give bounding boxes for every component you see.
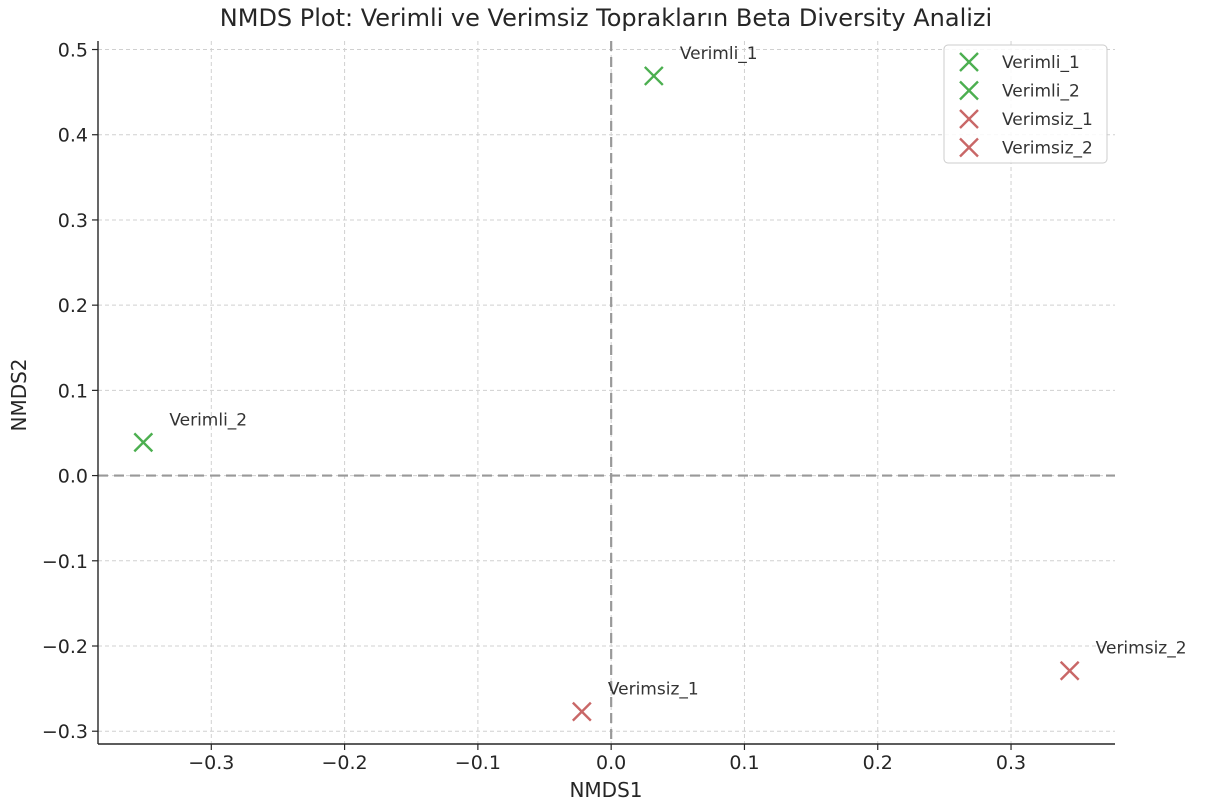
legend-marker: [959, 109, 979, 129]
x-tick-label: 0.0: [596, 752, 626, 774]
y-tick-label: 0.3: [58, 210, 88, 232]
legend-entry-label: Verimli_2: [1002, 82, 1080, 102]
legend-entry-label: Verimli_1: [1002, 53, 1080, 73]
data-point-verimsiz-2: [1059, 660, 1080, 681]
x-marker-stroke: [643, 66, 664, 86]
x-marker-stroke: [1059, 660, 1080, 681]
chart-title: NMDS Plot: Verimli ve Verimsiz Topraklar…: [220, 4, 992, 32]
y-tick-label: 0.4: [58, 125, 88, 147]
legend-marker-stroke: [959, 137, 979, 158]
y-axis-title: NMDS2: [7, 358, 31, 431]
x-axis-title: NMDS1: [569, 778, 642, 802]
y-tick-label: 0.5: [58, 40, 88, 62]
x-marker-stroke: [571, 701, 592, 722]
x-tick-label: 0.3: [996, 752, 1026, 774]
legend-entry-label: Verimsiz_2: [1002, 139, 1093, 159]
x-tick-label: −0.1: [455, 752, 501, 774]
x-tick-label: 0.1: [729, 752, 759, 774]
y-tick-label: 0.1: [58, 380, 88, 402]
point-label: Verimli_2: [169, 410, 247, 430]
y-tick-label: −0.3: [42, 721, 88, 743]
tick-labels: −0.3 −0.2 −0.1 0.0 0.1 0.2 0.3 −0.3 −0.2 −0.1 0.0 0…: [42, 40, 1026, 774]
legend-marker: [959, 80, 979, 101]
point-label: Verimsiz_1: [608, 680, 699, 700]
legend-marker-stroke: [959, 109, 979, 129]
point-label: Verimli_1: [680, 44, 758, 64]
y-tick-label: −0.1: [42, 551, 88, 573]
y-tick-label: 0.0: [58, 466, 88, 488]
legend-box: [943, 44, 1108, 164]
point-label: Verimsiz_2: [1096, 639, 1187, 659]
legend-marker: [959, 137, 979, 158]
reference-lines: [98, 41, 1115, 744]
legend-entry-label: Verimsiz_1: [1002, 110, 1093, 130]
data-points: Verimli_1 Verimli_2 Verimsiz_1 Verimsiz_2: [133, 44, 1187, 722]
x-marker-stroke: [133, 432, 154, 453]
data-point-verimli-1: [643, 66, 664, 86]
legend-marker-stroke: [959, 52, 979, 72]
legend: Verimli_1 Verimli_2 Verimsiz_1 Verimsiz_2: [943, 44, 1108, 164]
data-point-verimli-2: [133, 432, 154, 453]
x-tick-label: −0.3: [188, 752, 234, 774]
y-tick-label: 0.2: [58, 295, 88, 317]
y-tick-label: −0.2: [42, 636, 88, 658]
x-tick-label: −0.2: [322, 752, 368, 774]
axes-frame: [97, 41, 1115, 745]
x-tick-label: 0.2: [863, 752, 893, 774]
data-point-verimsiz-1: [571, 701, 592, 722]
legend-marker-stroke: [959, 80, 979, 101]
legend-marker: [959, 52, 979, 72]
